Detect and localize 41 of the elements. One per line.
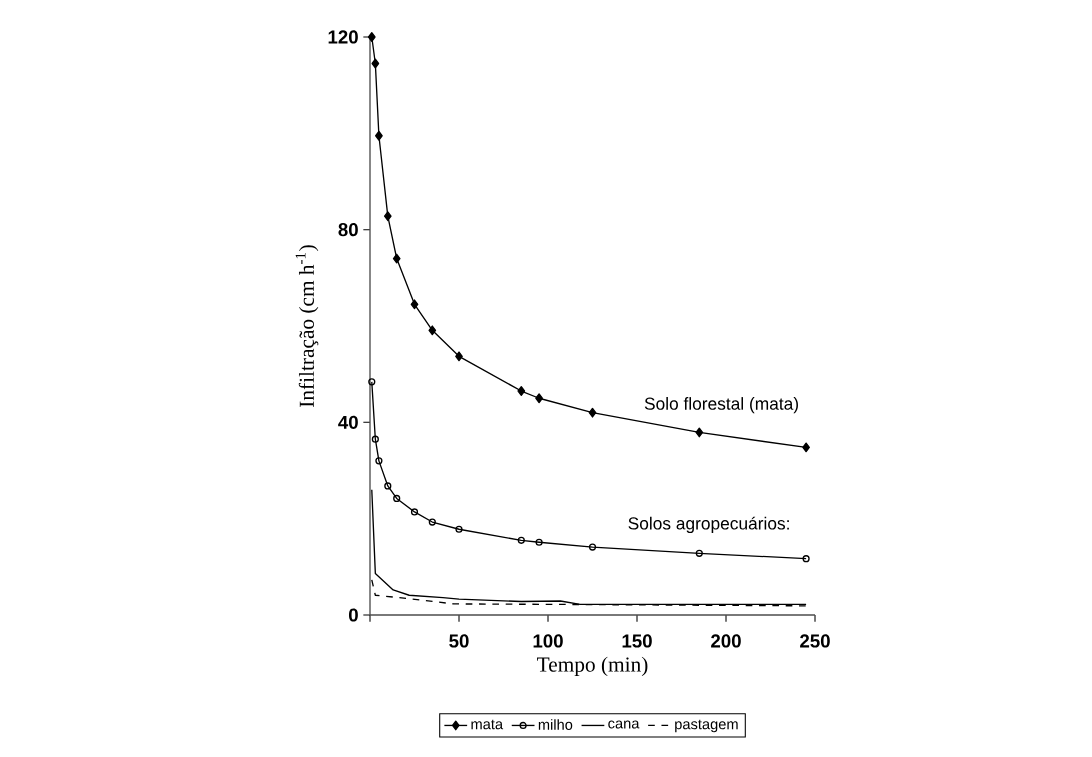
point [383,211,392,222]
point [393,494,401,503]
legend-label: cana [608,720,640,729]
annotation: Solo florestal (mata) [644,397,798,414]
point [384,482,392,490]
point [392,253,401,264]
point [367,32,376,42]
x-tick-label: 50 [449,634,469,648]
point [375,457,383,465]
point [455,525,463,533]
point [371,58,380,69]
legend-label: pastagem [675,719,738,733]
legend-label: mata [471,719,504,730]
y-tick-label: 40 [338,415,358,429]
point [455,351,463,362]
x-tick-label: 250 [800,634,830,648]
point [535,393,543,404]
y-tick-label: 120 [328,30,358,44]
point [428,325,437,336]
point [517,536,525,544]
point [410,508,419,516]
point [428,518,436,526]
point [517,386,526,396]
legend-label: milho [538,719,573,730]
point [695,549,703,557]
point [371,435,379,443]
point [588,407,597,418]
x-tick-label: 200 [711,634,741,648]
point [695,427,704,438]
point [802,442,810,453]
y-tick-label: 80 [338,223,358,237]
y-tick-label: 0 [348,608,358,622]
annotation: Solos agropecuários: [628,516,789,534]
x-axis-title: Tempo (min) [537,656,648,677]
x-tick-label: 150 [622,634,652,648]
point [588,543,597,551]
point [535,538,543,546]
x-tick-label: 100 [533,634,563,648]
point [410,299,419,310]
y-axis-title: Infiltração (cm h$^{-1}$) [295,245,319,407]
point [375,130,383,141]
